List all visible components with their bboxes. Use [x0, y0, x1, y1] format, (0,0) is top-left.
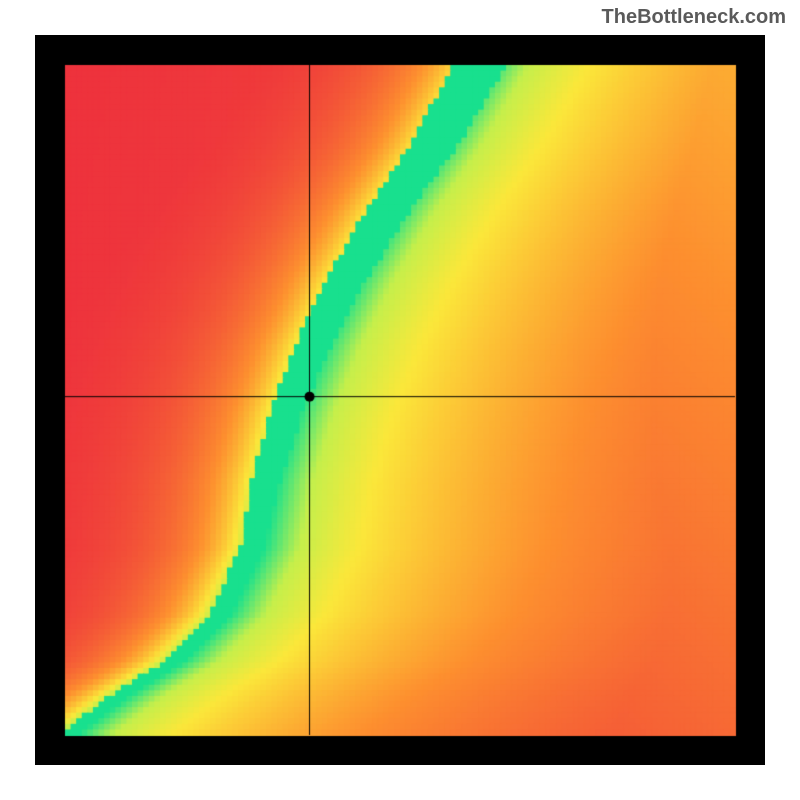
plot-area	[35, 35, 765, 765]
watermark-text: TheBottleneck.com	[602, 6, 786, 29]
root: TheBottleneck.com	[0, 0, 800, 800]
heatmap-canvas	[35, 35, 765, 765]
